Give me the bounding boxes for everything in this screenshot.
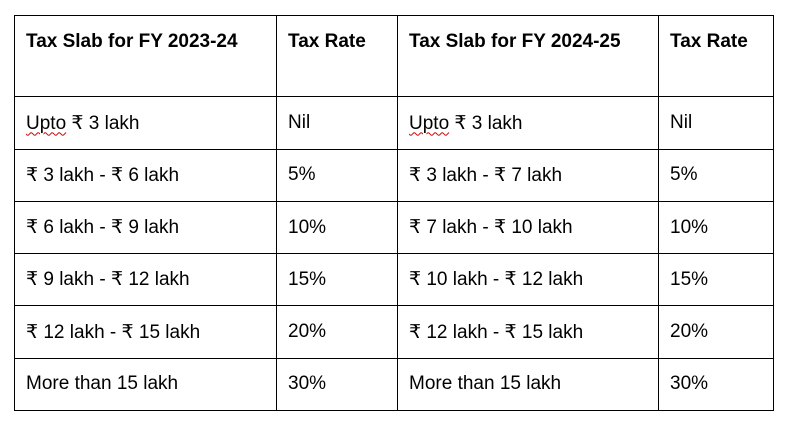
header-slab-fy-2023-24: Tax Slab for FY 2023-24: [14, 14, 277, 98]
header-tax-rate-2024-25: Tax Rate: [658, 14, 774, 98]
rate-cell-2024: 15%: [658, 253, 774, 307]
slab-cell-2023: ₹ 3 lakh - ₹ 6 lakh: [14, 148, 277, 202]
slab-prefix-2023: Upto: [26, 112, 67, 134]
slab-cell-2024: ₹ 10 lakh - ₹ 12 lakh: [397, 253, 659, 307]
rate-cell-2024: Nil: [658, 96, 774, 150]
slab-cell-2024: Upto ₹ 3 lakh: [397, 96, 659, 150]
rate-cell-2024: 30%: [658, 357, 774, 412]
table-row: ₹ 9 lakh - ₹ 12 lakh 15% ₹ 10 lakh - ₹ 1…: [14, 253, 774, 307]
slab-amount-2023: ₹ 3 lakh: [71, 112, 140, 134]
rate-cell-2023: Nil: [276, 96, 398, 150]
slab-cell-2024: ₹ 3 lakh - ₹ 7 lakh: [397, 148, 659, 202]
rate-cell-2024: 20%: [658, 305, 774, 359]
rate-cell-2023: 30%: [276, 357, 398, 412]
header-tax-rate-2023-24: Tax Rate: [276, 14, 398, 98]
header-slab-fy-2024-25: Tax Slab for FY 2024-25: [397, 14, 659, 98]
table-row: Upto ₹ 3 lakh Nil Upto ₹ 3 lakh Nil: [14, 96, 774, 150]
rate-cell-2023: 20%: [276, 305, 398, 359]
rate-cell-2024: 5%: [658, 148, 774, 202]
rate-cell-2023: 10%: [276, 200, 398, 255]
table-row: More than 15 lakh 30% More than 15 lakh …: [14, 357, 774, 412]
slab-cell-2023: ₹ 9 lakh - ₹ 12 lakh: [14, 253, 277, 307]
slab-cell-2023: ₹ 12 lakh - ₹ 15 lakh: [14, 305, 277, 359]
table-row: ₹ 6 lakh - ₹ 9 lakh 10% ₹ 7 lakh - ₹ 10 …: [14, 200, 774, 255]
slab-cell-2024: ₹ 12 lakh - ₹ 15 lakh: [397, 305, 659, 359]
rate-cell-2023: 5%: [276, 148, 398, 202]
table-row: ₹ 12 lakh - ₹ 15 lakh 20% ₹ 12 lakh - ₹ …: [14, 305, 774, 359]
rate-cell-2024: 10%: [658, 200, 774, 255]
slab-cell-2024: ₹ 7 lakh - ₹ 10 lakh: [397, 200, 659, 255]
slab-amount-2024: ₹ 3 lakh: [454, 112, 523, 134]
table-row: ₹ 3 lakh - ₹ 6 lakh 5% ₹ 3 lakh - ₹ 7 la…: [14, 148, 774, 202]
tax-slab-table: Tax Slab for FY 2023-24 Tax Rate Tax Sla…: [14, 14, 774, 412]
slab-cell-2023: More than 15 lakh: [14, 357, 277, 412]
rate-cell-2023: 15%: [276, 253, 398, 307]
slab-cell-2024: More than 15 lakh: [397, 357, 659, 412]
slab-prefix-2024: Upto: [409, 112, 450, 134]
slab-cell-2023: Upto ₹ 3 lakh: [14, 96, 277, 150]
table-header-row: Tax Slab for FY 2023-24 Tax Rate Tax Sla…: [14, 14, 774, 98]
slab-cell-2023: ₹ 6 lakh - ₹ 9 lakh: [14, 200, 277, 255]
